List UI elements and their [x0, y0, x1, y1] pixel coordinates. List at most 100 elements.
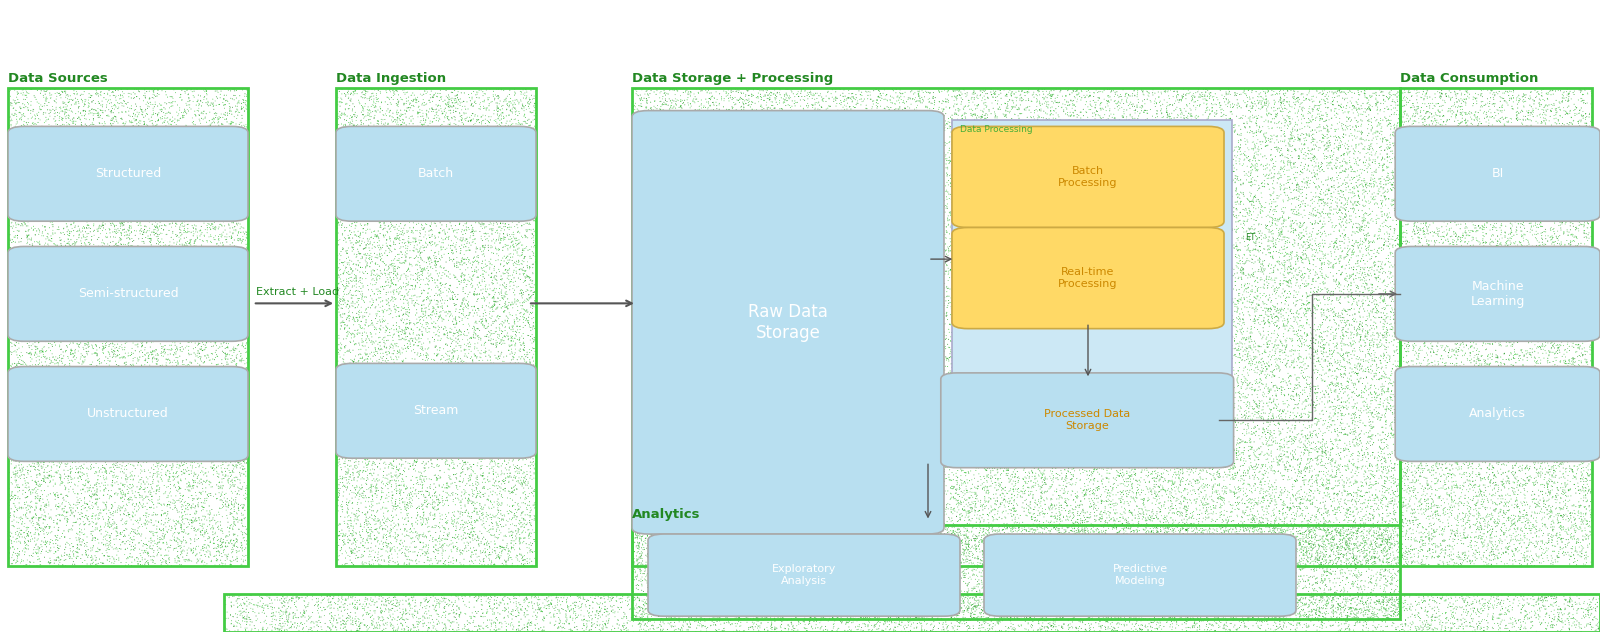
Point: [213, 190, 238, 200]
Point: [1155, 575, 1181, 585]
Point: [1341, 173, 1366, 183]
Point: [53, 154, 78, 164]
Point: [1312, 390, 1338, 400]
Point: [1312, 99, 1338, 109]
Point: [818, 119, 843, 130]
Point: [869, 131, 894, 142]
Point: [1534, 538, 1560, 549]
Point: [50, 454, 75, 464]
Point: [1214, 445, 1240, 455]
Point: [379, 92, 405, 102]
Point: [0, 136, 26, 146]
Point: [456, 360, 482, 370]
Point: [1357, 466, 1382, 476]
Point: [1155, 425, 1181, 435]
Point: [1517, 447, 1542, 457]
Point: [347, 202, 373, 212]
Point: [454, 619, 480, 629]
Point: [206, 195, 232, 205]
Point: [666, 195, 691, 205]
Point: [338, 199, 363, 209]
Point: [1090, 400, 1115, 410]
Point: [174, 419, 200, 429]
Point: [1346, 405, 1371, 415]
Point: [1168, 530, 1194, 540]
Point: [845, 605, 870, 616]
Point: [1310, 600, 1336, 611]
Point: [730, 173, 755, 183]
Point: [144, 485, 170, 495]
Point: [792, 363, 818, 374]
Point: [1245, 592, 1270, 602]
Point: [194, 305, 219, 315]
Point: [795, 497, 821, 507]
Point: [45, 298, 70, 308]
Point: [762, 185, 787, 195]
Point: [803, 349, 829, 360]
Point: [1126, 456, 1152, 466]
Point: [384, 85, 410, 95]
Point: [688, 420, 714, 430]
Point: [1538, 559, 1563, 569]
Point: [1082, 465, 1107, 475]
Point: [192, 343, 218, 353]
Point: [541, 604, 566, 614]
Point: [448, 190, 474, 200]
Point: [704, 573, 730, 583]
Point: [781, 509, 806, 520]
Point: [914, 492, 939, 502]
Point: [754, 600, 779, 610]
Point: [1285, 319, 1310, 329]
Point: [243, 600, 269, 610]
Point: [1227, 485, 1253, 495]
Point: [1482, 471, 1507, 481]
Point: [626, 159, 651, 169]
Point: [1514, 473, 1539, 483]
Point: [1118, 521, 1144, 531]
Point: [1275, 595, 1301, 605]
Point: [966, 579, 992, 589]
Point: [1437, 283, 1462, 293]
Point: [963, 189, 989, 199]
Point: [502, 233, 528, 243]
Point: [1155, 544, 1181, 554]
Point: [1269, 624, 1294, 632]
Point: [85, 331, 110, 341]
Point: [1208, 166, 1234, 176]
Point: [470, 115, 496, 125]
Point: [1144, 109, 1170, 119]
Point: [1178, 190, 1203, 200]
Point: [779, 438, 805, 448]
Point: [1542, 215, 1568, 225]
Point: [1434, 463, 1459, 473]
Point: [387, 287, 413, 297]
Point: [960, 420, 986, 430]
Point: [53, 305, 78, 315]
Point: [1296, 614, 1322, 624]
Point: [2, 265, 27, 275]
Point: [912, 167, 938, 178]
Point: [91, 313, 117, 323]
Point: [1366, 184, 1392, 194]
Point: [371, 403, 397, 413]
Point: [1539, 385, 1565, 395]
Point: [1078, 148, 1104, 158]
Point: [883, 287, 909, 297]
Point: [171, 265, 197, 275]
Point: [1058, 592, 1083, 602]
Point: [1493, 231, 1518, 241]
Point: [664, 332, 690, 343]
Point: [1120, 423, 1146, 434]
Point: [1326, 537, 1352, 547]
Point: [1549, 310, 1574, 320]
Point: [1080, 341, 1106, 351]
Point: [139, 357, 165, 367]
Point: [728, 468, 754, 478]
Point: [1240, 281, 1266, 291]
Point: [1310, 513, 1336, 523]
Point: [728, 598, 754, 608]
Point: [219, 255, 245, 265]
Point: [1517, 130, 1542, 140]
Point: [283, 592, 309, 602]
Point: [1344, 117, 1370, 127]
